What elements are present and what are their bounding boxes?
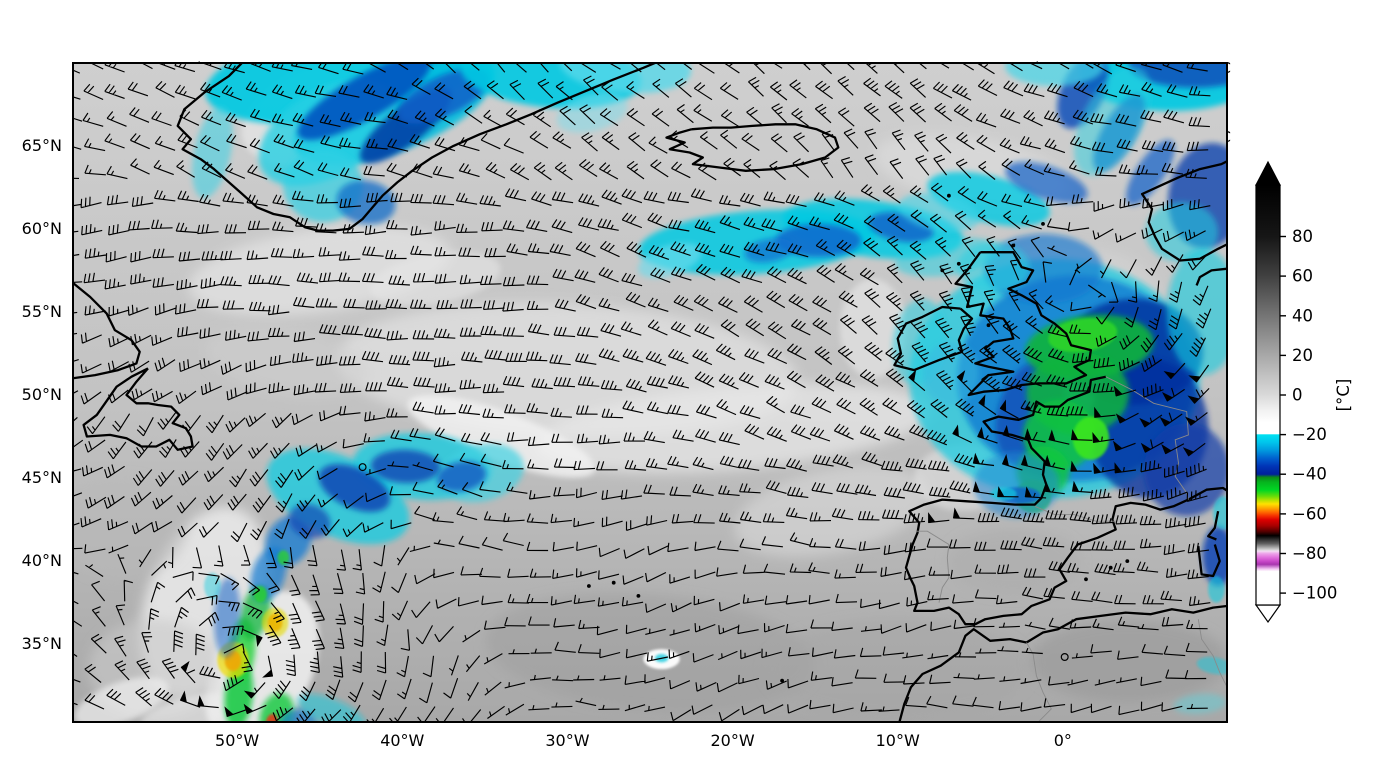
- colorbar-tick-label: −100: [1292, 584, 1337, 603]
- y-tick-label: 65°N: [21, 135, 62, 155]
- x-tick-label: 30°W: [545, 731, 590, 750]
- ir-gray-clouds: [72, 62, 1228, 723]
- x-tick-label: 50°W: [215, 731, 260, 750]
- map-plot: [72, 62, 1228, 723]
- ir-cold-clouds: [192, 62, 1228, 723]
- y-tick-label: 50°N: [21, 384, 62, 404]
- y-tick-label: 40°N: [21, 551, 62, 571]
- x-tick-label: 10°W: [875, 731, 920, 750]
- colorbar-tick-label: −60: [1292, 504, 1327, 523]
- colorbar-tick-label: 20: [1292, 346, 1313, 365]
- x-tick-label: 0°: [1053, 731, 1072, 750]
- colorbar-tick-label: 0: [1292, 386, 1303, 405]
- colorbar-bottom-arrow: [1254, 604, 1282, 624]
- x-tick-label: 40°W: [380, 731, 425, 750]
- colorbar-top-arrow: [1255, 160, 1281, 186]
- y-tick-label: 35°N: [21, 634, 62, 654]
- plot-frame: [72, 62, 1228, 723]
- y-tick-label: 60°N: [21, 218, 62, 238]
- y-tick-label: 45°N: [21, 468, 62, 488]
- colorbar-tick-label: 80: [1292, 227, 1313, 246]
- colorbar-gradient: [1255, 184, 1281, 606]
- colorbar: 80 60 40 20 0 −20 −40 −60 −80 −100 [°C]: [1246, 150, 1376, 650]
- y-tick-label: 55°N: [21, 301, 62, 321]
- colorbar-unit-label: [°C]: [1334, 379, 1353, 412]
- map-canvas: [72, 62, 1228, 723]
- colorbar-tick-label: −20: [1292, 425, 1327, 444]
- colorbar-tick-label: 60: [1292, 267, 1313, 286]
- x-tick-label: 20°W: [710, 731, 755, 750]
- small-islands: [587, 193, 1130, 683]
- wind-barbs: [72, 62, 1212, 723]
- colorbar-tick-label: −80: [1292, 544, 1327, 563]
- colorbar-canvas: 80 60 40 20 0 −20 −40 −60 −80 −100 [°C]: [1254, 160, 1353, 624]
- colorbar-tick-label: −40: [1292, 465, 1327, 484]
- colorbar-tick-label: 40: [1292, 306, 1313, 325]
